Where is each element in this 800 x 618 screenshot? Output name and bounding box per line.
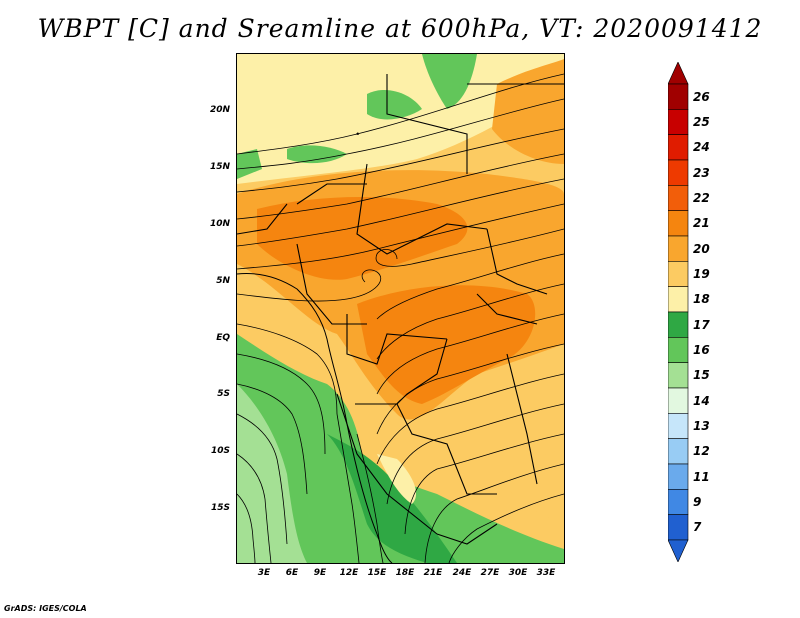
colorbar-label: 9	[693, 495, 702, 509]
y-axis-label: 5S	[217, 389, 230, 399]
x-axis-label: 12E	[339, 568, 359, 578]
wbpt-region-17-sahel	[287, 145, 347, 164]
colorbar-label: 26	[693, 89, 710, 104]
x-axis-label: 6E	[285, 568, 299, 578]
colorbar-cell	[668, 210, 689, 237]
colorbar-cap-top	[668, 62, 689, 85]
wbpt-region-19-south	[377, 454, 417, 504]
colorbar-cell	[668, 109, 689, 135]
footer-credit: GrADS: IGES/COLA	[4, 604, 87, 613]
wbpt-region-19-se	[497, 449, 564, 524]
x-axis-label: 27E	[480, 568, 500, 578]
colorbar-cell	[668, 514, 689, 541]
y-axis-label: 15S	[210, 503, 230, 513]
colorbar	[668, 62, 689, 562]
colorbar-label: 15	[693, 368, 710, 383]
colorbar-cell	[668, 337, 689, 363]
colorbar-cell	[668, 413, 689, 439]
colorbar-label: 14	[693, 393, 710, 408]
colorbar-cell	[668, 185, 689, 211]
colorbar-cell	[668, 387, 689, 414]
y-axis-label: EQ	[216, 333, 230, 343]
colorbar-label: 18	[693, 292, 710, 307]
wbpt-region-17-south	[237, 334, 564, 563]
colorbar-cell	[668, 261, 689, 287]
y-axis-label: 15N	[209, 162, 230, 172]
colorbar-cell	[668, 489, 689, 515]
map-plot	[236, 53, 565, 564]
colorbar-label: 17	[693, 317, 710, 332]
x-axis-label: 3E	[257, 568, 271, 578]
colorbar-label: 24	[693, 140, 710, 155]
colorbar-cells	[668, 62, 689, 562]
wbpt-region-17-north	[422, 54, 477, 109]
coastline	[237, 273, 393, 563]
y-axis-label: 10S	[210, 446, 230, 456]
x-axis-label: 15E	[367, 568, 387, 578]
x-axis-label: 33E	[536, 568, 556, 578]
colorbar-cell	[668, 362, 689, 389]
x-axis-label: 18E	[395, 568, 415, 578]
y-axis-label: 10N	[209, 219, 230, 229]
colorbar-cell	[668, 235, 689, 262]
colorbar-label: 13	[693, 419, 710, 433]
colorbar-label: 12	[693, 444, 710, 459]
y-axis-label: 20N	[209, 105, 230, 115]
colorbar-cell	[668, 83, 689, 110]
colorbar-label: 23	[693, 165, 710, 180]
colorbar-label: 7	[693, 520, 702, 535]
x-axis-label: 24E	[452, 568, 472, 578]
wbpt-region-16	[237, 384, 307, 563]
colorbar-label: 11	[693, 469, 710, 484]
colorbar-label: 25	[693, 115, 710, 129]
streamlines	[237, 73, 564, 563]
colorbar-label: 22	[693, 191, 710, 205]
colorbar-cell	[668, 438, 689, 465]
colorbar-cell	[668, 311, 689, 338]
x-axis-label: 30E	[508, 568, 528, 578]
y-axis-label: 5N	[216, 276, 230, 286]
wbpt-region-21-west	[257, 197, 468, 280]
colorbar-cap-bottom	[668, 539, 689, 562]
x-axis-label: 21E	[423, 568, 443, 578]
chart-title: WBPT [C] and Sreamline at 600hPa, VT: 20…	[37, 14, 763, 43]
colorbar-label: 19	[693, 267, 710, 281]
colorbar-cell	[668, 159, 689, 186]
colorbar-label: 21	[693, 216, 710, 231]
colorbar-label: 16	[693, 343, 710, 357]
wbpt-region-17-west	[237, 149, 262, 179]
colorbar-cell	[668, 463, 689, 490]
wbpt-map	[237, 54, 564, 563]
wbpt-region-21-congo	[357, 285, 536, 404]
colorbar-label: 20	[693, 241, 710, 256]
colorbar-cell	[668, 286, 689, 313]
colorbar-cell	[668, 134, 689, 161]
wbpt-region-17-north-b	[367, 89, 422, 120]
x-axis-label: 9E	[313, 568, 327, 578]
wbpt-region-20-ne	[492, 59, 564, 164]
